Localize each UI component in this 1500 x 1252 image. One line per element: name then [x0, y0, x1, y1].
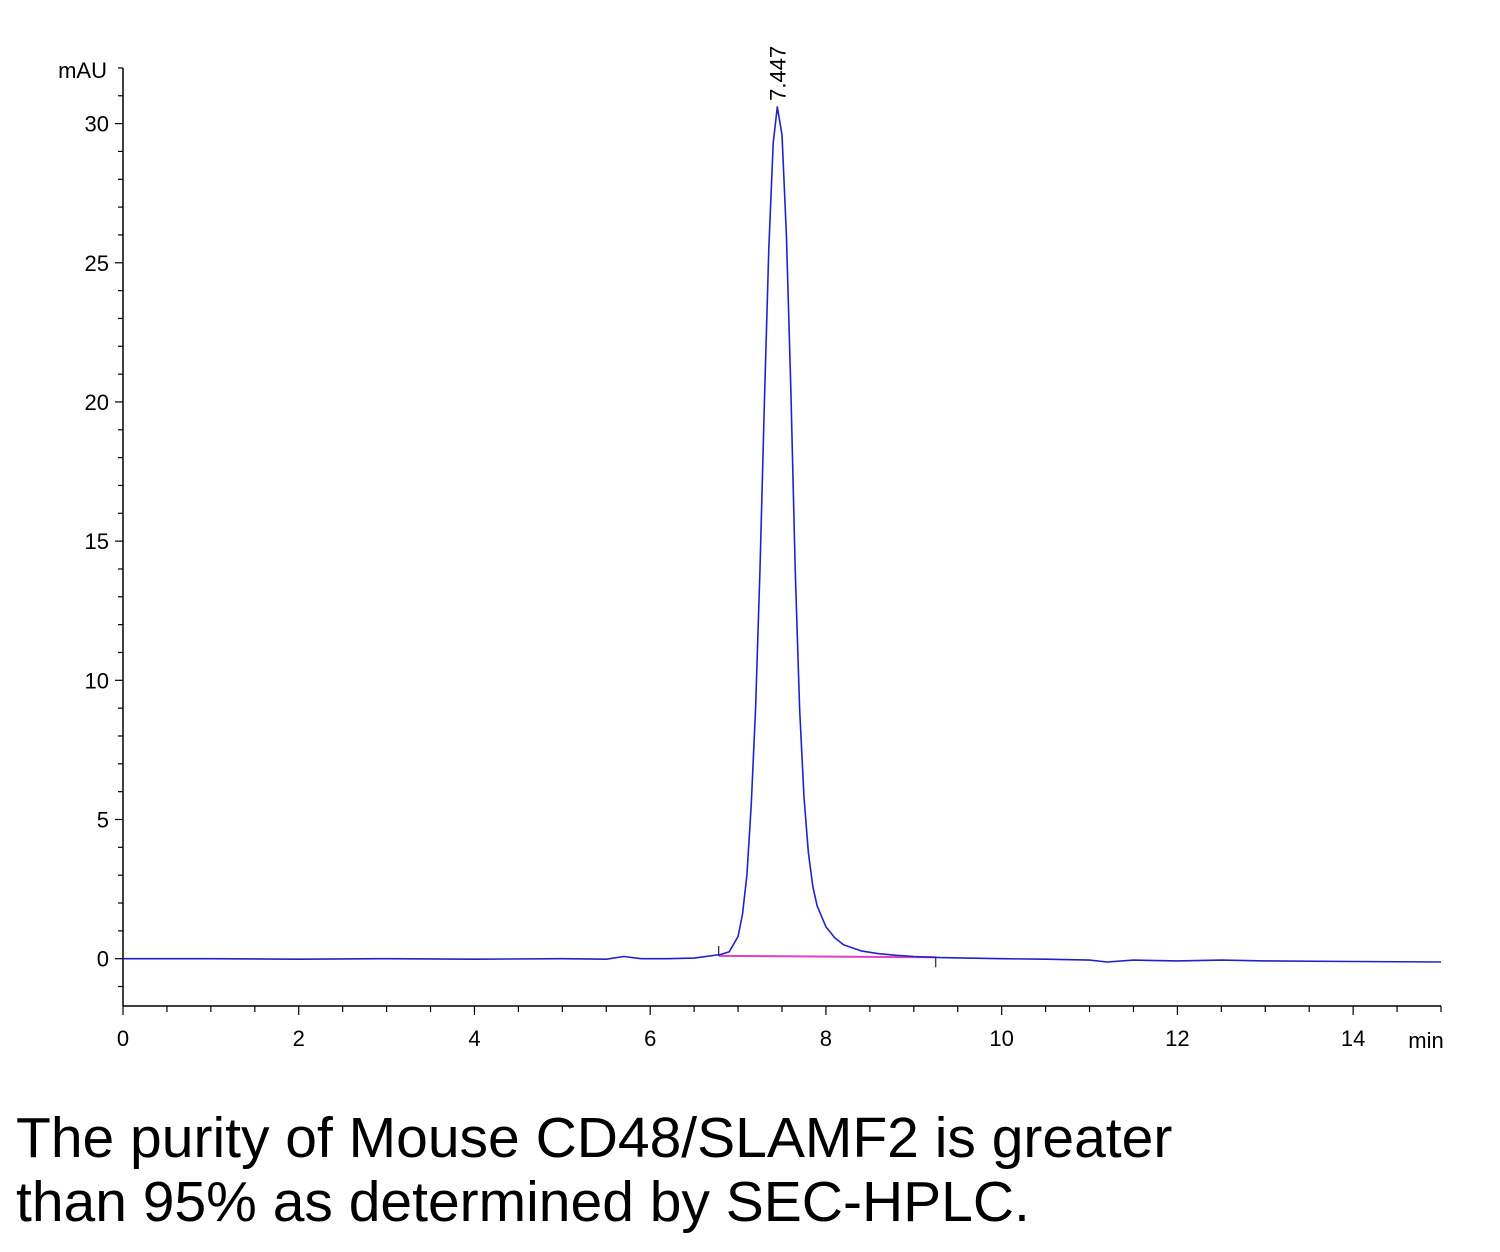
y-tick-label: 15	[85, 529, 109, 554]
x-axis-unit-label: min	[1408, 1028, 1443, 1053]
y-tick-label: 0	[97, 947, 109, 972]
x-tick-label: 4	[468, 1026, 480, 1051]
peak-retention-time-label: 7.447	[765, 46, 790, 101]
caption-line-2: than 95% as determined by SEC-HPLC.	[16, 1170, 1030, 1234]
y-tick-label: 20	[85, 390, 109, 415]
ticks: 0 5 10 15 20 25 30 0 2 4 6 8 10 12 14	[85, 67, 1442, 1051]
marks: 7.447	[123, 46, 1442, 968]
axes	[122, 68, 1441, 1007]
x-tick-label: 0	[117, 1026, 129, 1051]
x-tick-label: 8	[820, 1026, 832, 1051]
caption: The purity of Mouse CD48/SLAMF2 is great…	[16, 1106, 1476, 1234]
x-tick-label: 12	[1165, 1026, 1189, 1051]
y-axis-unit-label: mAU	[58, 58, 107, 83]
x-tick-label: 14	[1341, 1026, 1365, 1051]
integration-baseline	[718, 954, 936, 959]
y-tick-label: 30	[85, 112, 109, 137]
y-tick-label: 5	[97, 807, 109, 832]
chromatogram-chart: 0 5 10 15 20 25 30 0 2 4 6 8 10 12 14 7.447 mAU min	[58, 46, 1444, 1053]
x-tick-label: 2	[293, 1026, 305, 1051]
x-tick-label: 6	[644, 1026, 656, 1051]
caption-line-1: The purity of Mouse CD48/SLAMF2 is great…	[16, 1106, 1173, 1170]
chromatogram-trace	[123, 106, 1442, 963]
y-tick-label: 25	[85, 251, 109, 276]
x-tick-label: 10	[989, 1026, 1013, 1051]
y-tick-label: 10	[85, 668, 109, 693]
